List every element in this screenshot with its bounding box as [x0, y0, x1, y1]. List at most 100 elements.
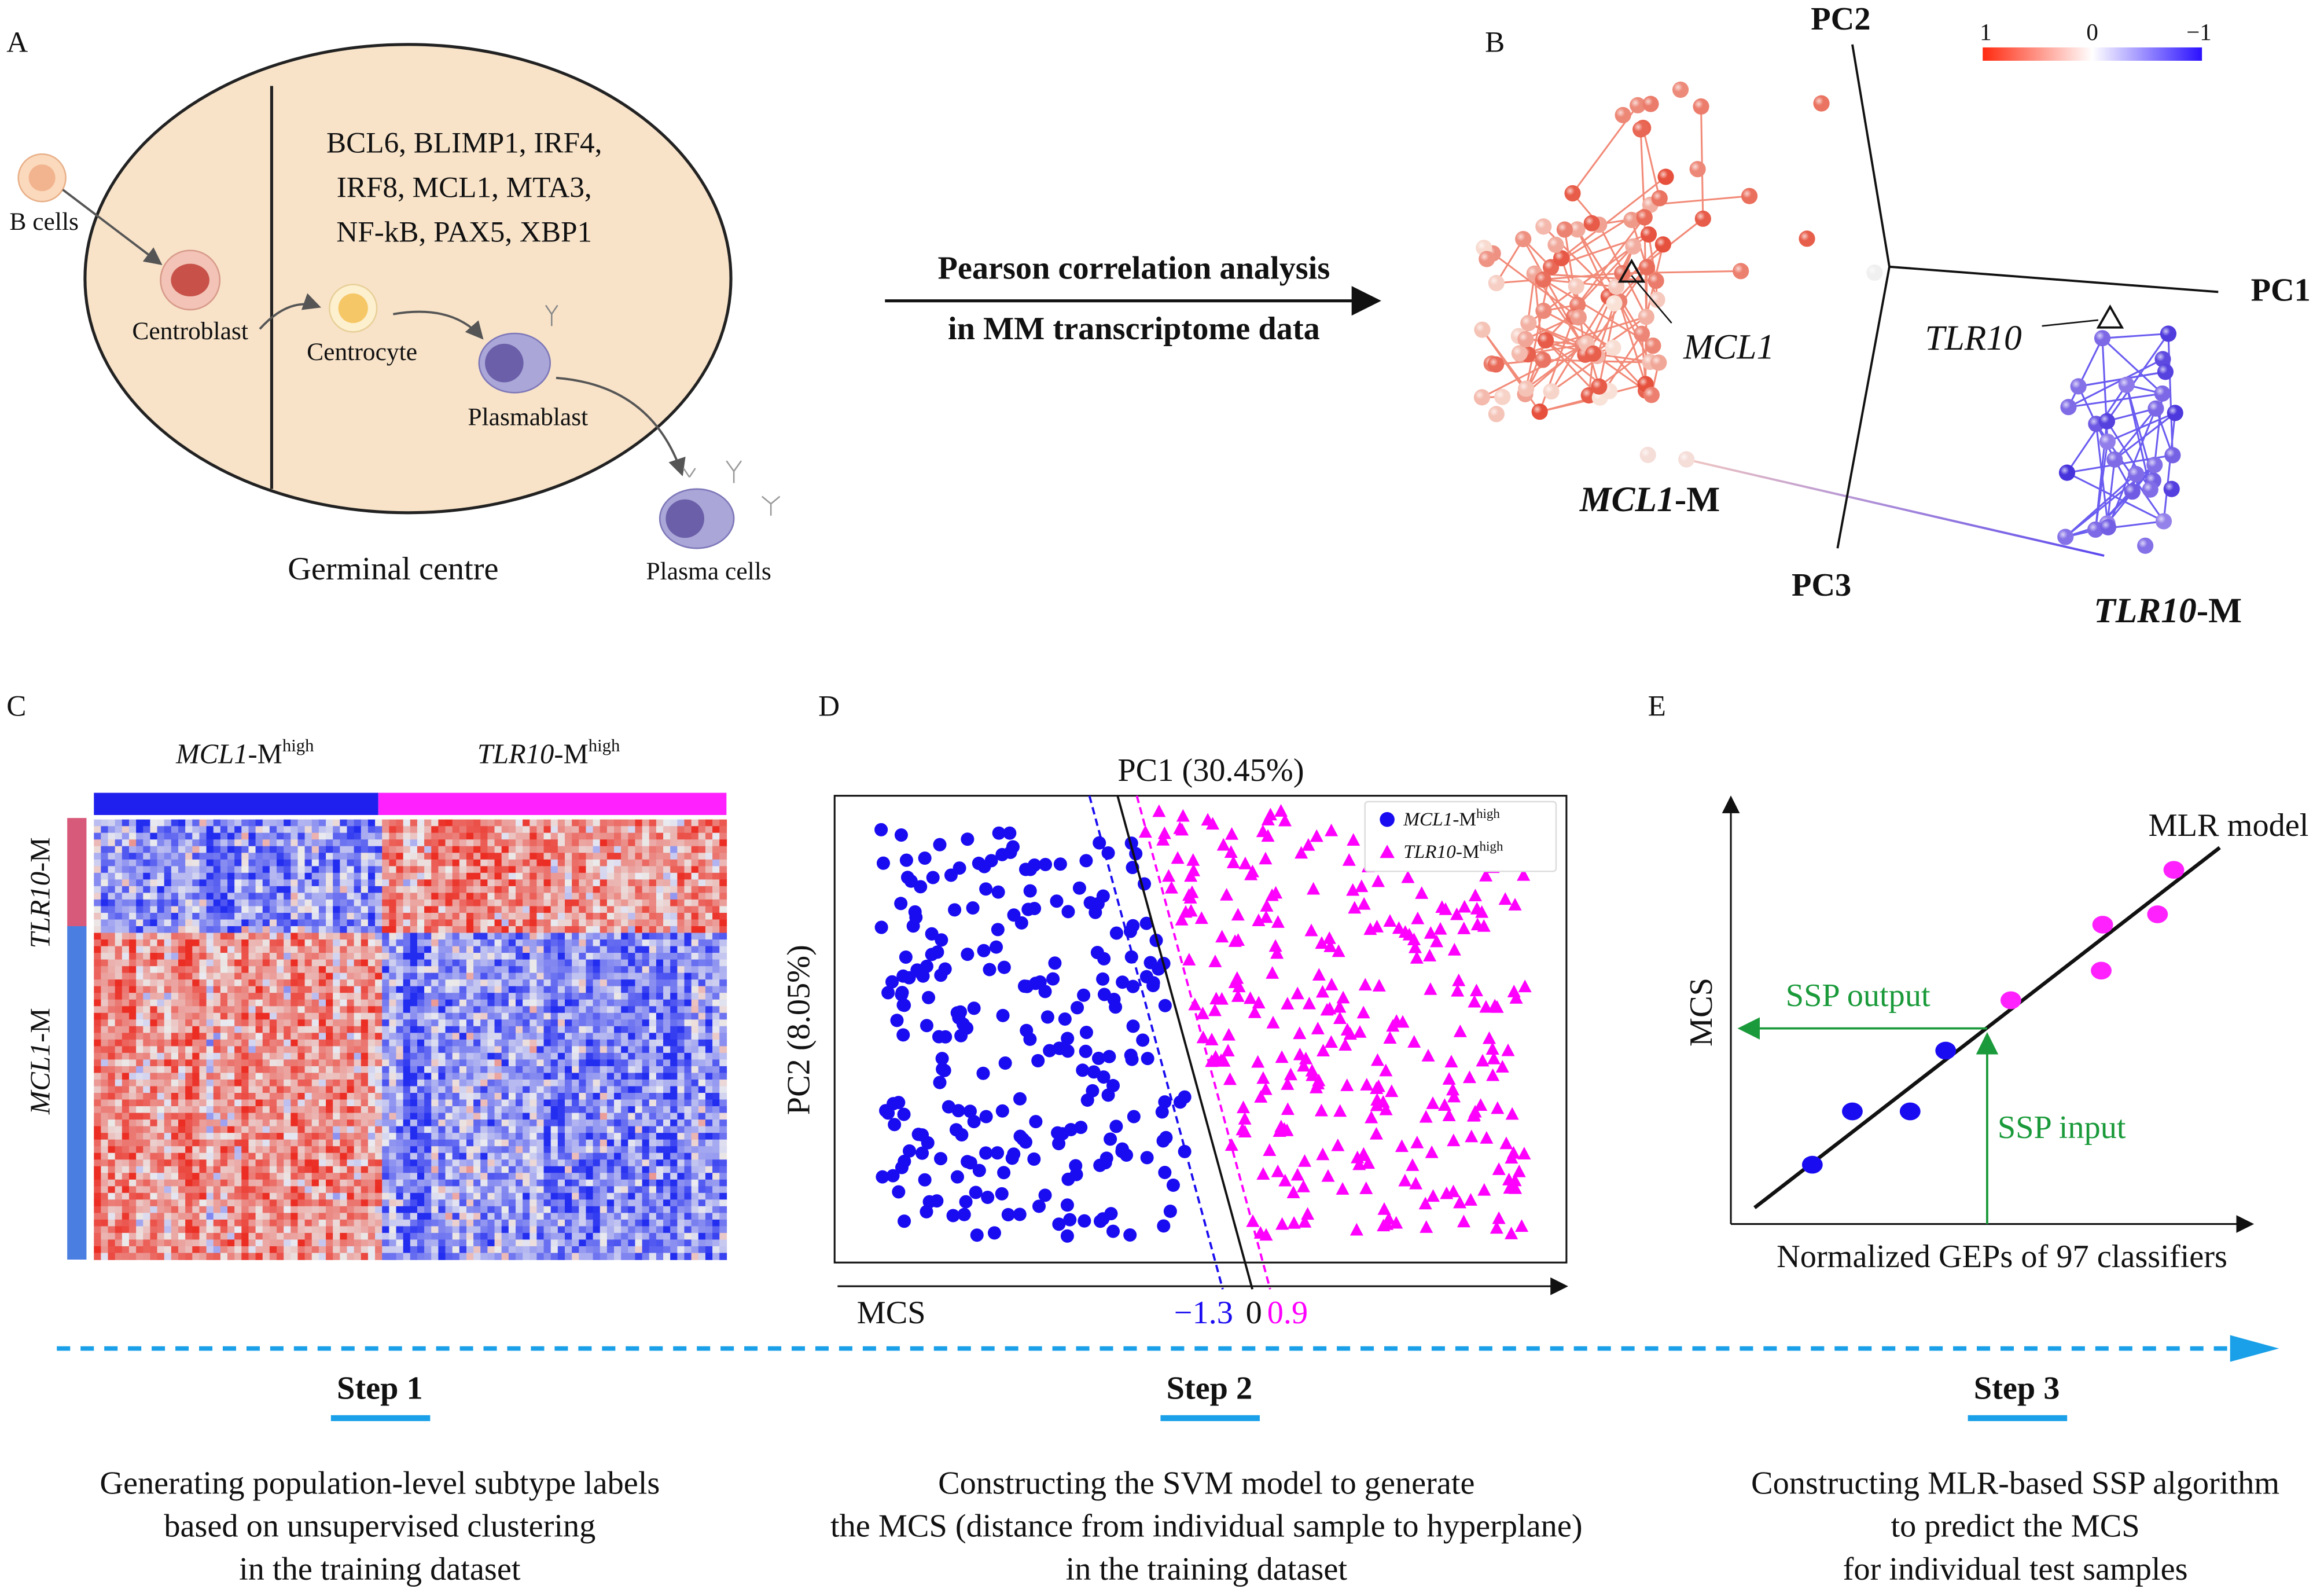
- heatmap-cell: [347, 1146, 355, 1154]
- heatmap-cell: [431, 1099, 439, 1107]
- heatmap-cell: [326, 1099, 333, 1107]
- heatmap-cell: [494, 966, 502, 974]
- heatmap-cell: [593, 819, 601, 827]
- heatmap-cell: [719, 986, 727, 993]
- heatmap-cell: [600, 986, 608, 993]
- heatmap-cell: [143, 1059, 151, 1067]
- heatmap-cell: [361, 866, 369, 873]
- heatmap-cell: [178, 1039, 186, 1047]
- heatmap-cell: [269, 1079, 277, 1087]
- heatmap-cell: [128, 933, 137, 940]
- heatmap-cell: [663, 1139, 671, 1147]
- heatmap-cell: [557, 859, 565, 867]
- heatmap-cell: [213, 972, 221, 980]
- heatmap-cell: [628, 859, 636, 867]
- heatmap-cell: [367, 1113, 376, 1120]
- heatmap-cell: [523, 826, 531, 834]
- heatmap-cell: [529, 1139, 538, 1147]
- heatmap-cell: [403, 1006, 411, 1014]
- heatmap-cell: [122, 1079, 130, 1087]
- heatmap-cell: [536, 872, 545, 880]
- heatmap-cell: [340, 1133, 348, 1140]
- heatmap-cell: [115, 999, 123, 1007]
- heatmap-cell: [206, 1106, 214, 1114]
- heatmap-cell: [101, 893, 109, 900]
- heatmap-cell: [642, 1046, 650, 1054]
- heatmap-cell: [635, 1026, 643, 1034]
- heatmap-cell: [705, 879, 713, 887]
- heatmap-cell: [410, 1012, 418, 1021]
- heatmap-cell: [628, 1039, 636, 1047]
- heatmap-cell: [691, 839, 699, 847]
- heatmap-cell: [614, 953, 622, 960]
- heatmap-cell: [178, 933, 186, 940]
- network-node-highlight: [1733, 263, 1749, 280]
- heatmap-cell: [557, 1039, 565, 1047]
- heatmap-cell: [473, 1006, 481, 1014]
- heatmap-cell: [712, 859, 720, 867]
- heatmap-cell: [550, 1019, 558, 1027]
- heatmap-cell: [171, 1079, 179, 1087]
- heatmap-cell: [326, 959, 333, 967]
- heatmap-cell: [515, 1019, 523, 1027]
- heatmap-cell: [227, 1099, 235, 1107]
- heatmap-cell: [375, 1046, 383, 1054]
- heatmap-cell: [466, 839, 474, 847]
- heatmap-cell: [157, 1019, 165, 1027]
- heatmap-cell: [128, 866, 137, 873]
- heatmap-cell: [445, 872, 453, 880]
- heatmap-cell: [297, 1059, 306, 1067]
- heatmap-cell: [550, 1012, 558, 1021]
- heatmap-cell: [712, 1146, 720, 1154]
- heatmap-cell: [248, 1093, 256, 1100]
- heatmap-cell: [304, 979, 312, 987]
- heatmap-cell: [438, 866, 446, 873]
- heatmap-cell: [698, 853, 706, 860]
- heatmap-cell: [199, 1093, 207, 1100]
- heatmap-cell: [452, 893, 460, 900]
- heatmap-cell: [712, 1059, 720, 1067]
- heatmap-cell: [593, 953, 601, 960]
- heatmap-cell: [389, 1146, 397, 1154]
- heatmap-cell: [579, 899, 587, 907]
- heatmap-cell: [572, 1093, 580, 1100]
- heatmap-cell: [614, 999, 622, 1007]
- heatmap-cell: [628, 1139, 636, 1147]
- heatmap-cell: [255, 972, 263, 980]
- heatmap-cell: [213, 1086, 221, 1093]
- heatmap-cell: [143, 939, 151, 947]
- heatmap-cell: [128, 819, 137, 827]
- heatmap-cell: [684, 1079, 692, 1087]
- heatmap-cell: [396, 859, 404, 867]
- network-node-highlight: [1813, 95, 1830, 112]
- heatmap-cell: [234, 846, 242, 854]
- heatmap-cell: [565, 979, 572, 987]
- heatmap-cell: [241, 933, 249, 940]
- heatmap-cell: [136, 1079, 144, 1087]
- heatmap-cell: [705, 912, 713, 920]
- heatmap-cell: [663, 886, 671, 894]
- heatmap-cell: [108, 1006, 116, 1014]
- heatmap-cell: [171, 879, 179, 887]
- heatmap-cell: [656, 1019, 664, 1027]
- heatmap-cell: [213, 846, 221, 854]
- heatmap-cell: [536, 1093, 545, 1100]
- heatmap-cell: [480, 1099, 488, 1107]
- heatmap-cell: [677, 919, 685, 927]
- heatmap-cell: [94, 1073, 102, 1080]
- heatmap-cell: [417, 872, 425, 880]
- heatmap-cell: [670, 953, 678, 960]
- heatmap-cell: [494, 859, 502, 867]
- heatmap-cell: [543, 1139, 551, 1147]
- heatmap-cell: [670, 1033, 678, 1040]
- heatmap-cell: [389, 1073, 397, 1080]
- heatmap-cell: [403, 879, 411, 887]
- heatmap-cell: [297, 986, 306, 993]
- heatmap-cell: [529, 993, 538, 1000]
- heatmap-cell: [614, 826, 622, 834]
- pc2-axis: [1851, 44, 1891, 267]
- panel-label-a: A: [6, 26, 28, 59]
- heatmap-cell: [452, 886, 460, 894]
- heatmap-cell: [670, 886, 678, 894]
- heatmap-cell: [712, 1012, 720, 1021]
